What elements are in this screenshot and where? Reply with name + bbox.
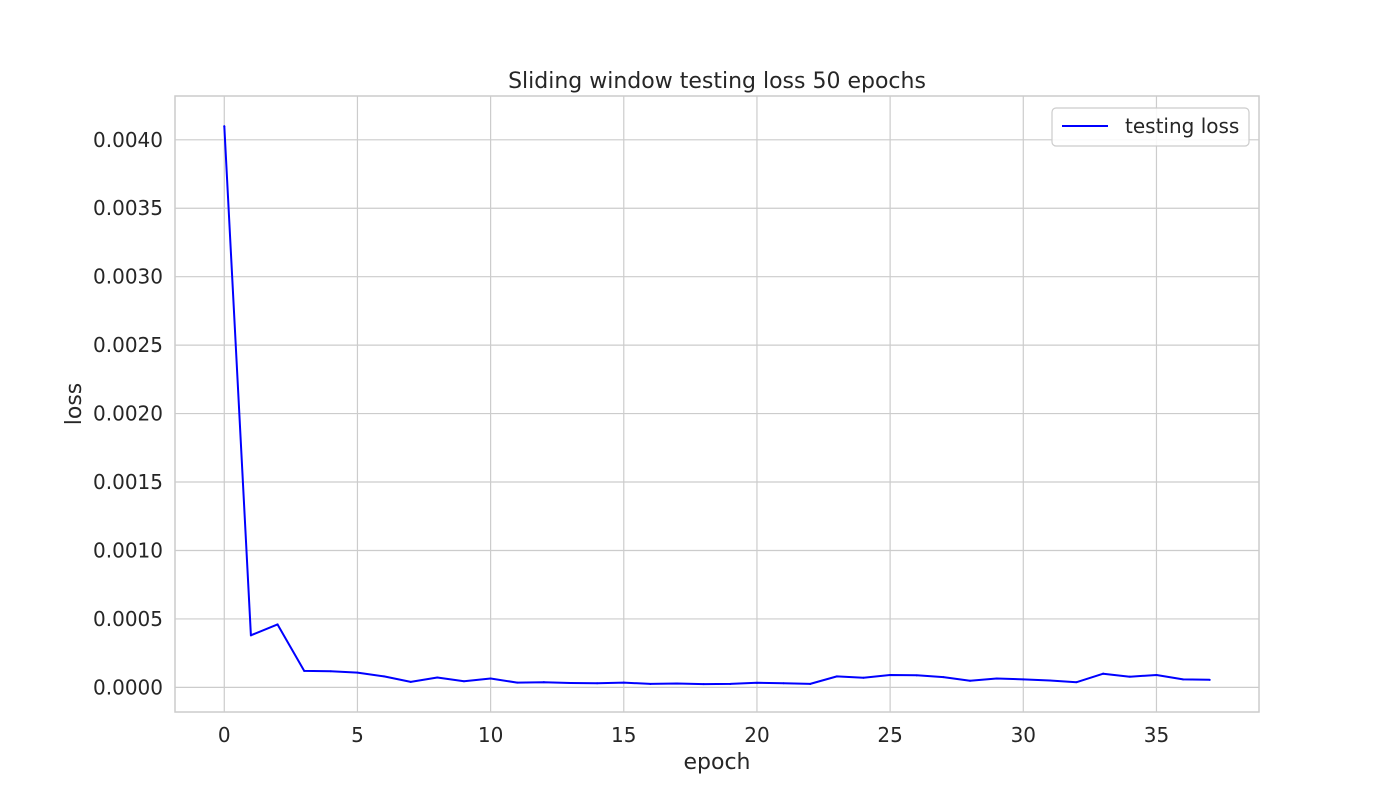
x-tick-label: 25	[877, 723, 902, 747]
data-point	[755, 681, 758, 684]
data-point	[995, 677, 998, 680]
data-point	[569, 681, 572, 684]
x-tick-label: 10	[478, 723, 503, 747]
series-layer	[223, 125, 1211, 686]
data-point	[1102, 672, 1105, 675]
data-point	[862, 676, 865, 679]
data-point	[676, 682, 679, 685]
data-point	[356, 671, 359, 674]
data-point	[1048, 679, 1051, 682]
y-tick-label: 0.0010	[93, 538, 163, 562]
data-point	[436, 676, 439, 679]
y-tick-label: 0.0040	[93, 128, 163, 152]
x-tick-label: 0	[218, 723, 231, 747]
data-point	[303, 669, 306, 672]
data-point	[809, 682, 812, 685]
data-point	[596, 682, 599, 685]
y-tick-label: 0.0015	[93, 470, 163, 494]
data-point	[1208, 678, 1211, 681]
data-point	[835, 675, 838, 678]
legend-label: testing loss	[1125, 114, 1239, 138]
y-tick-label: 0.0005	[93, 607, 163, 631]
y-tick-label: 0.0000	[93, 675, 163, 699]
data-point	[649, 682, 652, 685]
data-point	[223, 125, 226, 128]
y-tick-label: 0.0030	[93, 265, 163, 289]
y-tick-label: 0.0035	[93, 196, 163, 220]
data-point	[1155, 674, 1158, 677]
y-axis: 0.0000 0.0005 0.0010 0.0015 0.0020 0.0025 0.00…	[93, 128, 163, 700]
x-tick-label: 20	[744, 723, 769, 747]
data-point	[409, 680, 412, 683]
data-point	[329, 670, 332, 673]
x-tick-label: 5	[351, 723, 364, 747]
x-tick-label: 30	[1011, 723, 1036, 747]
x-tick-label: 35	[1144, 723, 1169, 747]
data-point	[622, 681, 625, 684]
data-point	[729, 682, 732, 685]
y-tick-label: 0.0020	[93, 402, 163, 426]
data-point	[462, 680, 465, 683]
data-point	[1022, 678, 1025, 681]
y-axis-label: loss	[62, 383, 87, 426]
y-tick-label: 0.0025	[93, 333, 163, 357]
legend-box	[1051, 107, 1250, 147]
data-point	[542, 681, 545, 684]
data-point	[915, 674, 918, 677]
data-point	[889, 674, 892, 677]
legend: testing loss	[1051, 107, 1250, 147]
x-axis: 0 5 10 15 20 25 30 35	[218, 723, 1169, 747]
data-point	[489, 677, 492, 680]
grid	[175, 96, 1259, 712]
data-point	[276, 623, 279, 626]
x-tick-label: 15	[611, 723, 636, 747]
x-axis-label: epoch	[684, 750, 751, 775]
data-point	[782, 682, 785, 685]
data-point	[969, 679, 972, 682]
plot-frame	[174, 95, 1260, 713]
data-point	[383, 675, 386, 678]
data-point	[1075, 681, 1078, 684]
data-point	[516, 681, 519, 684]
chart-title: Sliding window testing loss 50 epochs	[508, 69, 926, 94]
data-point	[942, 676, 945, 679]
data-point	[249, 634, 252, 637]
data-point	[1128, 675, 1131, 678]
data-point	[702, 683, 705, 686]
series-line	[223, 126, 1210, 686]
data-point	[1182, 678, 1185, 681]
